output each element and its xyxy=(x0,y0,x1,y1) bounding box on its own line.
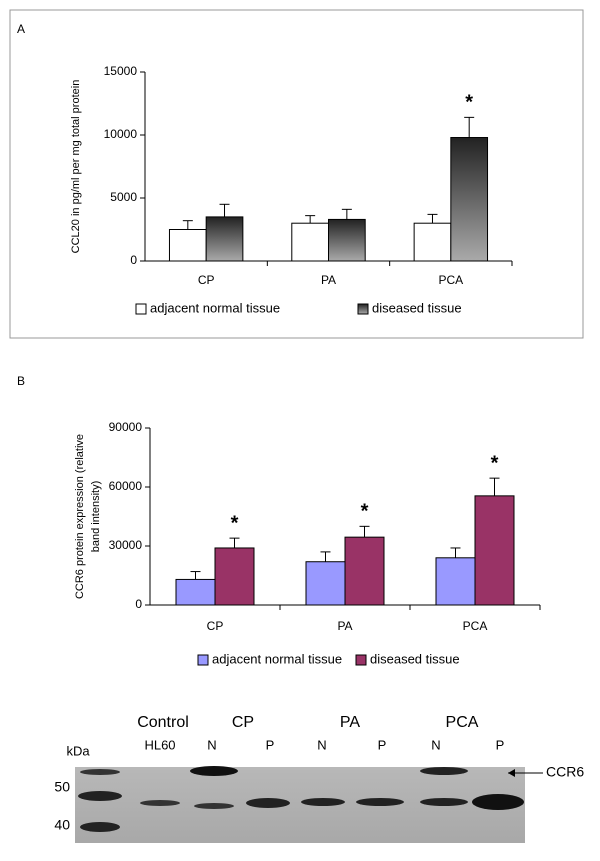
lane-label: P xyxy=(266,737,275,752)
blot-band xyxy=(246,798,290,808)
blot-band xyxy=(80,822,120,832)
significance-marker: * xyxy=(491,452,499,474)
marker-label: 40 xyxy=(54,817,70,833)
panel-label: B xyxy=(17,374,25,388)
lane-label: P xyxy=(378,737,387,752)
blot-band xyxy=(301,798,345,806)
bar xyxy=(413,222,452,262)
bar xyxy=(168,229,207,262)
legend-label: adjacent normal tissue xyxy=(212,651,342,666)
bar xyxy=(175,578,216,606)
blot-band xyxy=(472,794,524,810)
y-axis-label: CCL20 in pg/ml per mg total protein xyxy=(70,80,82,254)
group-label: PCA xyxy=(446,714,479,731)
bar xyxy=(435,557,476,606)
lane-label: N xyxy=(431,737,440,752)
bar xyxy=(344,536,385,606)
y-tick-label: 0 xyxy=(135,597,142,611)
panel-label: A xyxy=(17,22,25,36)
western-blot xyxy=(75,766,543,843)
y-tick-label: 15000 xyxy=(104,64,138,78)
lane-label: P xyxy=(496,737,505,752)
legend-swatch xyxy=(197,654,209,666)
bar xyxy=(450,137,489,262)
legend-label: adjacent normal tissue xyxy=(150,300,280,315)
x-tick-label: CP xyxy=(198,273,215,287)
bar xyxy=(214,547,255,606)
bar xyxy=(305,561,346,606)
bar xyxy=(328,218,366,262)
target-label: CCR6 xyxy=(546,764,584,780)
marker-label: 50 xyxy=(54,779,70,795)
x-tick-label: PA xyxy=(337,619,352,633)
y-tick-label: 5000 xyxy=(110,190,137,204)
legend-label: diseased tissue xyxy=(372,300,462,315)
legend-swatch xyxy=(135,303,147,315)
group-label: Control xyxy=(137,714,189,731)
blot-band xyxy=(420,767,468,775)
lane-label: N xyxy=(317,737,326,752)
blot-band xyxy=(194,803,234,809)
bar xyxy=(205,216,244,262)
legend-swatch xyxy=(355,654,367,666)
y-tick-label: 90000 xyxy=(109,420,143,434)
arrow-head xyxy=(508,769,515,777)
significance-marker: * xyxy=(231,512,239,534)
bar xyxy=(291,222,329,262)
y-axis-label: CCR6 protein expression (relative xyxy=(74,434,86,599)
y-axis-label: band intensity) xyxy=(90,481,102,553)
y-tick-label: 60000 xyxy=(109,479,143,493)
legend-label: diseased tissue xyxy=(370,651,460,666)
y-tick-label: 0 xyxy=(130,253,137,267)
blot-band xyxy=(356,798,404,806)
panel-frame xyxy=(9,9,584,339)
blot-band xyxy=(80,769,120,775)
blot-band xyxy=(140,800,180,806)
blot-band xyxy=(78,791,122,801)
x-tick-label: PCA xyxy=(438,273,463,287)
lane-label: HL60 xyxy=(144,737,175,752)
group-label: CP xyxy=(232,714,254,731)
y-tick-label: 30000 xyxy=(109,538,143,552)
bar xyxy=(474,495,515,606)
blot-band xyxy=(190,766,238,776)
x-tick-label: PA xyxy=(321,273,336,287)
lane-label: N xyxy=(207,737,216,752)
group-label: PA xyxy=(340,714,360,731)
y-tick-label: 10000 xyxy=(104,127,138,141)
x-tick-label: PCA xyxy=(463,619,488,633)
x-tick-label: CP xyxy=(207,619,224,633)
legend-swatch xyxy=(357,303,369,315)
kda-label: kDa xyxy=(66,743,90,758)
significance-marker: * xyxy=(361,501,369,523)
blot-band xyxy=(420,798,468,806)
significance-marker: * xyxy=(465,92,473,114)
